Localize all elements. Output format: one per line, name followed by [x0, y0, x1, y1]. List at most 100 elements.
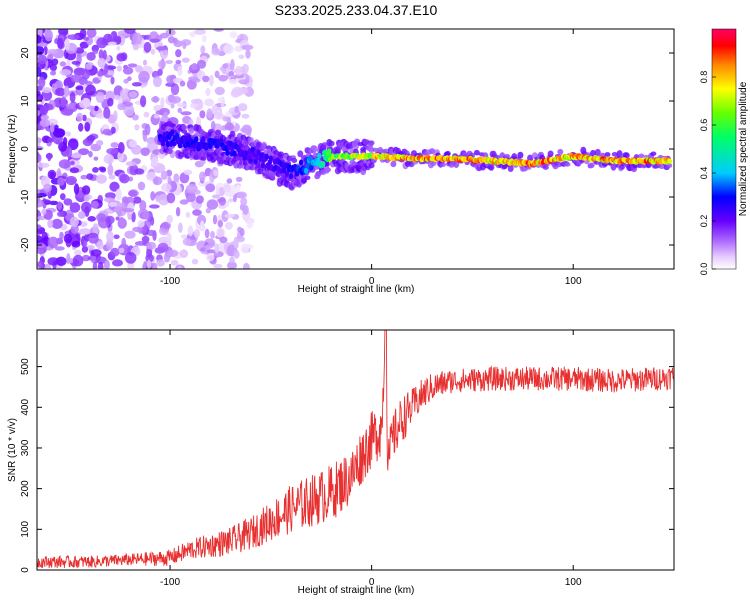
spectrogram-noise-cell — [37, 34, 42, 44]
spectrogram-noise-cell — [95, 256, 107, 264]
chart-title: S233.2025.233.04.37.E10 — [275, 2, 438, 18]
spectrogram-noise-cell — [241, 124, 252, 136]
spectrogram-noise-cell — [150, 191, 156, 201]
spectrogram-noise-cell — [117, 65, 122, 72]
spectrogram-noise-cell — [146, 259, 152, 269]
spectrogram-noise-cell — [47, 219, 54, 229]
spectrogram-noise-cell — [200, 220, 205, 231]
spectrogram-noise-cell — [65, 175, 77, 186]
spectrogram-noise-cell — [113, 35, 122, 42]
spectrogram-noise-cell — [153, 114, 160, 119]
spectrogram-noise-cell — [93, 156, 99, 161]
spectrogram-noise-cell — [150, 48, 156, 55]
spectrogram-noise-cell — [69, 202, 81, 213]
spectrogram-noise-cell — [103, 259, 110, 269]
spectrogram-noise-cell — [235, 184, 241, 194]
spectrogram-noise-cell — [173, 173, 180, 183]
spectrogram-ridge-cell — [160, 140, 166, 147]
spectrogram-noise-cell — [170, 259, 179, 266]
spectrogram-noise-cell — [123, 104, 135, 117]
spectrogram-noise-cell — [57, 211, 64, 217]
spectrogram-halo-cell — [488, 163, 495, 171]
x-tick-label: -100 — [160, 577, 180, 588]
spectrogram-noise-cell — [102, 49, 107, 61]
spectrogram-noise-cell — [69, 91, 76, 103]
spectrogram-noise-cell — [149, 38, 160, 43]
spectrogram-noise-cell — [160, 97, 165, 109]
spectrogram-noise-cell — [107, 97, 114, 107]
spectrogram-ridge-cell — [201, 136, 206, 142]
spectrogram-noise-cell — [196, 59, 207, 69]
spectrogram-ridge-cell — [327, 148, 332, 155]
spectrogram-halo-cell — [297, 150, 304, 158]
spectrogram-noise-cell — [234, 65, 244, 76]
spectrogram-noise-cell — [179, 249, 189, 259]
spectrogram-noise-cell — [71, 240, 81, 248]
spectrogram-noise-cell — [104, 215, 115, 225]
spectrogram-noise-cell — [109, 181, 120, 192]
spectrogram-noise-cell — [113, 234, 120, 240]
colorbar-tick-label: 0.4 — [699, 167, 709, 180]
spectrogram-noise-cell — [95, 174, 107, 184]
spectrogram-noise-cell — [64, 38, 70, 51]
spectrogram-noise-cell — [79, 228, 91, 235]
spectrogram-halo-cell — [368, 162, 375, 169]
spectrogram-ridge-cell — [321, 161, 326, 167]
spectrogram-noise-cell — [115, 188, 122, 201]
spectrogram-noise-cell — [181, 234, 187, 239]
spectrogram-halo-cell — [323, 161, 330, 168]
spectrogram-noise-cell — [204, 228, 210, 239]
spectrogram-noise-cell — [166, 214, 173, 224]
spectrogram-noise-cell — [166, 192, 176, 204]
spectrogram-noise-cell — [54, 246, 65, 251]
spectrogram-noise-cell — [37, 145, 44, 151]
spectrogram-halo-cell — [517, 151, 524, 159]
spectrogram-halo-cell — [594, 148, 601, 156]
spectrogram-noise-cell — [240, 197, 248, 206]
spectrogram-halo-cell — [390, 161, 397, 168]
spectrogram-halo-cell — [611, 152, 618, 157]
spectrogram-noise-cell — [37, 45, 45, 56]
spectrogram-noise-cell — [238, 79, 250, 85]
spectrogram-halo-cell — [444, 150, 451, 157]
spectrogram-noise-cell — [115, 216, 120, 221]
spectrogram-noise-cell — [121, 196, 129, 204]
spectrogram-ridge-cell — [317, 152, 322, 159]
spectrogram-noise-cell — [90, 200, 99, 209]
spectrogram-noise-cell — [138, 70, 150, 83]
spectrogram-noise-cell — [44, 29, 54, 42]
spectrogram-noise-cell — [58, 141, 68, 152]
spectrogram-noise-cell — [223, 43, 234, 55]
spectrogram-noise-cell — [159, 199, 166, 206]
spectrogram-halo-cell — [638, 153, 645, 158]
spectrogram-ridge-cell — [225, 149, 230, 156]
spectrogram-ridge-cell — [316, 157, 321, 164]
spectrogram-noise-cell — [87, 135, 96, 142]
spectrogram-noise-cell — [53, 128, 65, 138]
spectrogram-noise-cell — [156, 46, 168, 51]
spectrogram-noise-cell — [110, 247, 120, 257]
spectrogram-noise-cell — [57, 201, 63, 211]
spectrogram-noise-cell — [40, 114, 50, 121]
spectrogram-noise-cell — [187, 225, 194, 237]
spectrogram-noise-cell — [66, 131, 71, 137]
spectrogram-noise-cell — [206, 249, 217, 254]
spectrogram-noise-cell — [96, 37, 108, 49]
colorbar-tick-label: 0.6 — [699, 119, 709, 132]
spectrogram-noise-cell — [124, 230, 136, 239]
spectrogram-noise-cell — [146, 241, 157, 250]
spectrogram-noise-cell — [135, 65, 143, 73]
spectrogram-noise-cell — [59, 69, 72, 76]
spectrogram-noise-cell — [166, 75, 176, 84]
spectrogram-noise-cell — [186, 183, 198, 194]
spectrogram-noise-cell — [202, 75, 210, 83]
spectrogram-noise-cell — [240, 243, 250, 254]
spectrogram-ridge-cell — [268, 155, 273, 162]
spectrogram-noise-cell — [124, 29, 136, 35]
colorbar-tick-label: 0.2 — [699, 215, 709, 228]
spectrogram-halo-cell — [311, 145, 318, 152]
spectrogram-noise-cell — [63, 85, 70, 98]
spectrogram-halo-cell — [368, 140, 375, 146]
spectrogram-noise-cell — [185, 211, 191, 218]
